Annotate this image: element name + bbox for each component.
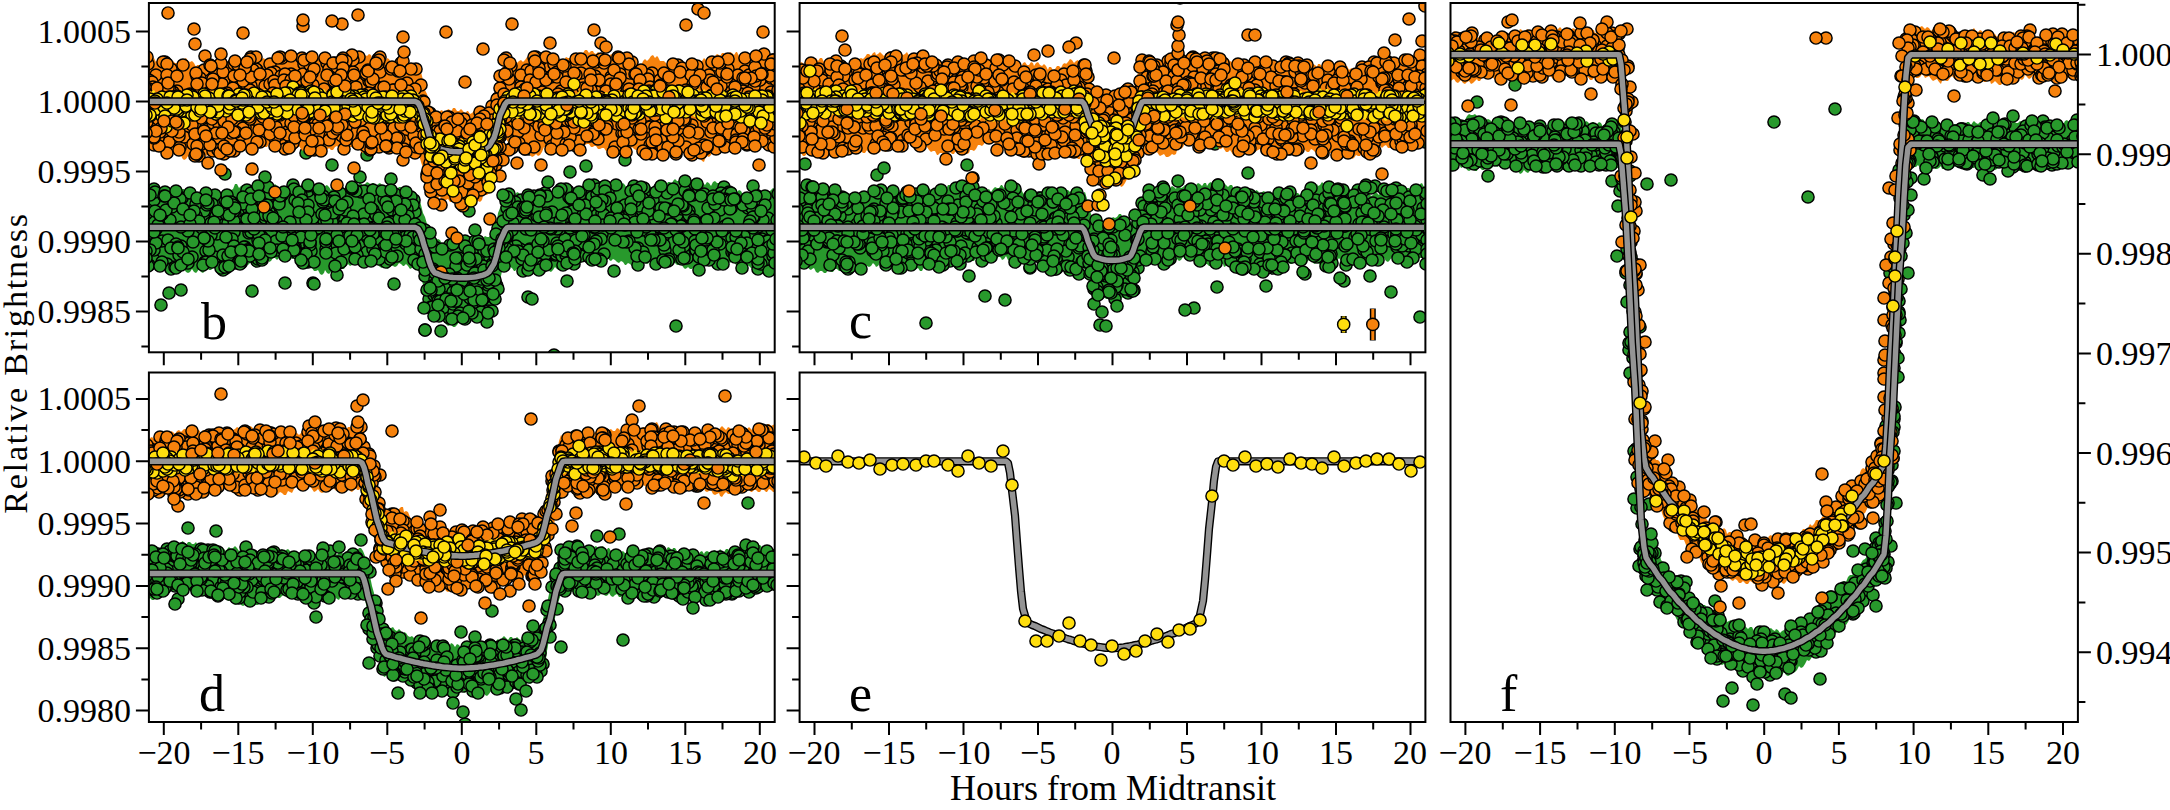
svg-text:1.0005: 1.0005 bbox=[38, 13, 132, 50]
svg-text:c: c bbox=[849, 292, 872, 349]
svg-text:−5: −5 bbox=[1672, 734, 1708, 771]
svg-text:b: b bbox=[201, 293, 227, 350]
svg-text:−10: −10 bbox=[1588, 734, 1641, 771]
svg-text:0.995: 0.995 bbox=[2096, 534, 2170, 571]
svg-text:−15: −15 bbox=[1513, 734, 1566, 771]
svg-text:e: e bbox=[849, 665, 872, 722]
svg-text:0.9985: 0.9985 bbox=[38, 630, 132, 667]
svg-text:d: d bbox=[199, 665, 225, 722]
svg-text:20: 20 bbox=[2046, 734, 2080, 771]
svg-text:5: 5 bbox=[1831, 734, 1848, 771]
svg-text:5: 5 bbox=[1179, 734, 1196, 771]
svg-text:0.9985: 0.9985 bbox=[38, 293, 132, 330]
svg-text:10: 10 bbox=[594, 734, 628, 771]
svg-text:15: 15 bbox=[1971, 734, 2005, 771]
svg-text:20: 20 bbox=[743, 734, 777, 771]
svg-text:f: f bbox=[1500, 665, 1518, 722]
svg-text:0.999: 0.999 bbox=[2096, 136, 2170, 173]
svg-text:0.9995: 0.9995 bbox=[38, 153, 132, 190]
svg-text:0.9990: 0.9990 bbox=[38, 223, 132, 260]
svg-text:−10: −10 bbox=[286, 734, 339, 771]
svg-text:Relative Brightness: Relative Brightness bbox=[0, 212, 34, 513]
svg-text:0: 0 bbox=[454, 734, 471, 771]
svg-text:0.9995: 0.9995 bbox=[38, 505, 132, 542]
svg-text:0: 0 bbox=[1756, 734, 1773, 771]
svg-text:0: 0 bbox=[1104, 734, 1121, 771]
svg-text:1.000: 1.000 bbox=[2096, 36, 2170, 73]
svg-text:5: 5 bbox=[528, 734, 545, 771]
svg-text:1.0000: 1.0000 bbox=[38, 83, 132, 120]
svg-text:15: 15 bbox=[1319, 734, 1353, 771]
svg-text:−20: −20 bbox=[787, 734, 840, 771]
svg-text:−20: −20 bbox=[137, 734, 190, 771]
svg-text:−5: −5 bbox=[369, 734, 405, 771]
svg-text:15: 15 bbox=[668, 734, 702, 771]
svg-text:Hours from Midtransit: Hours from Midtransit bbox=[950, 768, 1276, 808]
svg-text:0.9980: 0.9980 bbox=[38, 692, 132, 729]
svg-text:0.994: 0.994 bbox=[2096, 634, 2170, 671]
svg-text:0.996: 0.996 bbox=[2096, 435, 2170, 472]
svg-text:−15: −15 bbox=[862, 734, 915, 771]
svg-text:−10: −10 bbox=[937, 734, 990, 771]
svg-text:−15: −15 bbox=[211, 734, 264, 771]
svg-text:0.997: 0.997 bbox=[2096, 335, 2170, 372]
svg-text:20: 20 bbox=[1393, 734, 1427, 771]
svg-text:0.9990: 0.9990 bbox=[38, 567, 132, 604]
svg-text:1.0000: 1.0000 bbox=[38, 443, 132, 480]
svg-text:10: 10 bbox=[1897, 734, 1931, 771]
svg-text:0.998: 0.998 bbox=[2096, 235, 2170, 272]
svg-text:1.0005: 1.0005 bbox=[38, 380, 132, 417]
svg-text:−5: −5 bbox=[1020, 734, 1056, 771]
svg-text:10: 10 bbox=[1245, 734, 1279, 771]
svg-text:−20: −20 bbox=[1438, 734, 1491, 771]
